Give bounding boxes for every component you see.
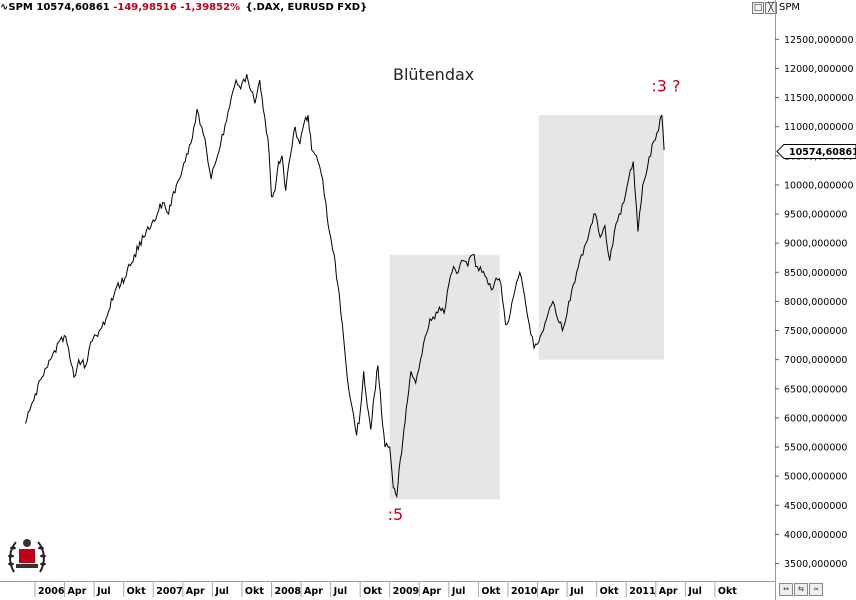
x-tick-label: Okt: [363, 586, 382, 597]
y-tick-label: 6500,000000: [784, 384, 847, 395]
y-tick-label: 10000,000000: [784, 180, 854, 191]
y-tick-label: 11000,000000: [784, 122, 854, 133]
panel-buttons: □ ╳: [752, 2, 777, 14]
x-tick-label: 2007: [156, 586, 182, 597]
scroll-both-button[interactable]: ⇆: [794, 583, 808, 596]
right-axis-title: SPM: [779, 2, 801, 13]
x-tick-label: Okt: [600, 586, 619, 597]
x-tick-label: 2006: [38, 586, 65, 597]
x-tick-label: Okt: [718, 586, 737, 597]
y-tick-label: 4500,000000: [784, 501, 847, 512]
x-tick-label: 2010: [511, 586, 538, 597]
scroll-buttons: ↔ ⇆ ≈: [779, 583, 823, 596]
y-tick-label: 12000,000000: [784, 64, 854, 75]
y-tick-label: 3500,000000: [784, 559, 847, 570]
header-change: -149,98516: [113, 2, 177, 13]
last-value-marker: [776, 143, 856, 159]
chart-type-icon: ∿: [0, 2, 9, 13]
x-tick-label: Okt: [127, 586, 146, 597]
highlight-box-1: [389, 254, 500, 500]
y-tick-label: 7500,000000: [784, 326, 847, 337]
y-tick-label: 9500,000000: [784, 210, 847, 221]
scroll-left-button[interactable]: ↔: [779, 583, 793, 596]
y-tick-label: 8500,000000: [784, 268, 847, 279]
last-value-label: 10574,60861: [789, 147, 856, 158]
header-change-pct: -1,39852%: [180, 2, 241, 13]
wave-annotation-2: :3 ?: [651, 77, 680, 96]
x-tick-label: Apr: [68, 586, 87, 597]
y-tick-label: 5500,000000: [784, 443, 847, 454]
x-tick-label: Apr: [659, 586, 678, 597]
scroll-right-button[interactable]: ≈: [809, 583, 823, 596]
maximize-button[interactable]: □: [752, 2, 764, 14]
y-tick-label: 5000,000000: [784, 472, 847, 483]
header-instrument: {.DAX, EURUSD FXD}: [245, 2, 368, 13]
wave-annotation-1: :5: [388, 505, 404, 524]
y-tick-label: 4000,000000: [784, 530, 847, 541]
header-last: 10574,60861: [36, 2, 110, 13]
x-tick-label: Jul: [96, 586, 111, 597]
x-tick-label: Jul: [569, 586, 584, 597]
laurel-logo-icon: [8, 539, 46, 573]
y-tick-label: 8000,000000: [784, 297, 847, 308]
chart-header: ∿SPM 10574,60861 -149,98516 -1,39852% {.…: [0, 0, 775, 16]
x-tick-label: Okt: [245, 586, 264, 597]
price-series-line: [25, 74, 665, 499]
x-tick-label: Jul: [214, 586, 229, 597]
y-tick-label: 12500,000000: [784, 35, 854, 46]
x-tick-label: Apr: [422, 586, 441, 597]
x-tick-label: Apr: [304, 586, 323, 597]
x-tick-label: 2011: [629, 586, 655, 597]
close-button[interactable]: ╳: [765, 2, 777, 14]
x-tick-label: Apr: [186, 586, 205, 597]
highlight-box-2: [538, 115, 665, 360]
x-tick-label: 2008: [274, 586, 301, 597]
y-tick-label: 9000,000000: [784, 239, 847, 250]
header-symbol: SPM: [8, 2, 33, 13]
x-tick-label: Okt: [481, 586, 500, 597]
y-tick-label: 11500,000000: [784, 93, 854, 104]
x-tick-label: 2009: [393, 586, 419, 597]
y-tick-label: 7000,000000: [784, 355, 847, 366]
x-tick-label: Jul: [451, 586, 466, 597]
chart-title: Blütendax: [393, 65, 474, 84]
x-tick-label: Jul: [333, 586, 348, 597]
y-tick-label: 6000,000000: [784, 413, 847, 424]
x-tick-label: Apr: [541, 586, 560, 597]
x-tick-label: Jul: [687, 586, 702, 597]
